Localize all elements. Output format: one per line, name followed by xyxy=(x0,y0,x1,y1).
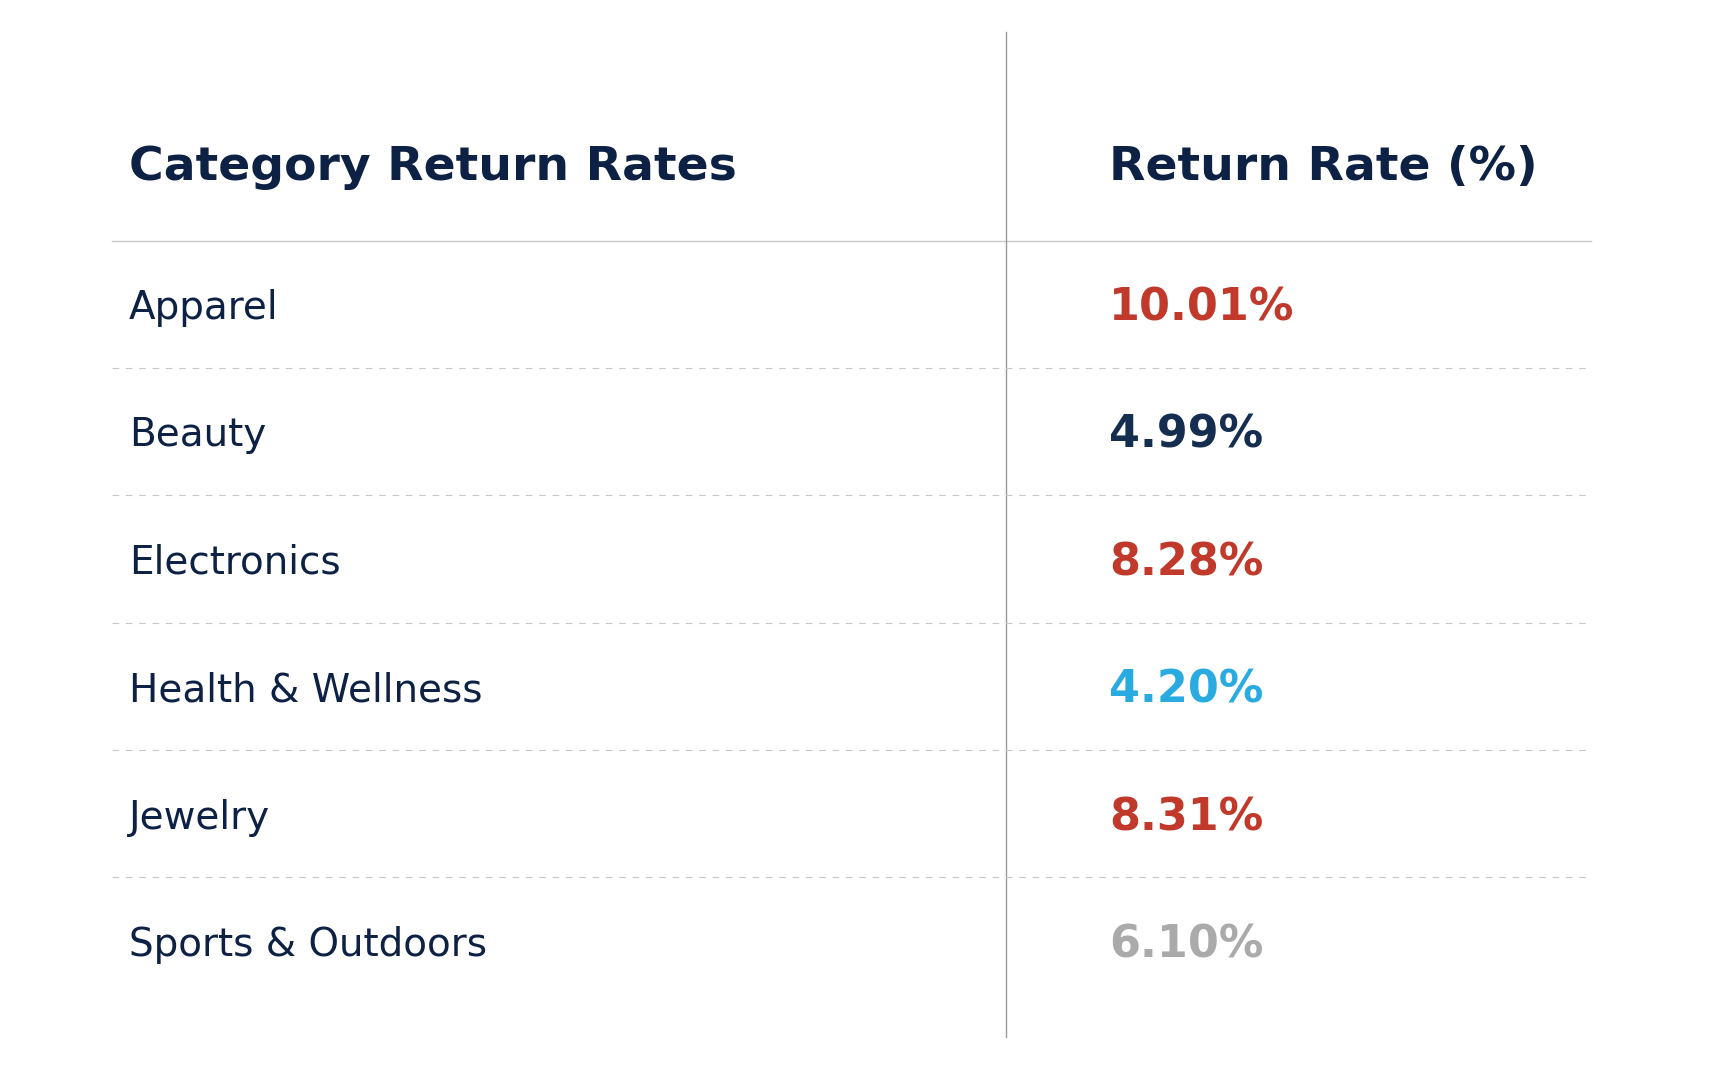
Text: Category Return Rates: Category Return Rates xyxy=(129,145,736,190)
Text: 10.01%: 10.01% xyxy=(1109,286,1295,329)
Text: Return Rate (%): Return Rate (%) xyxy=(1109,145,1538,190)
Text: 8.28%: 8.28% xyxy=(1109,541,1264,584)
Text: 4.20%: 4.20% xyxy=(1109,669,1264,712)
Text: Jewelry: Jewelry xyxy=(129,798,270,837)
Text: 8.31%: 8.31% xyxy=(1109,796,1264,839)
Text: Health & Wellness: Health & Wellness xyxy=(129,671,483,710)
Text: 4.99%: 4.99% xyxy=(1109,414,1264,457)
Text: Beauty: Beauty xyxy=(129,416,267,455)
Text: Apparel: Apparel xyxy=(129,288,279,327)
Text: Sports & Outdoors: Sports & Outdoors xyxy=(129,926,487,964)
Text: Electronics: Electronics xyxy=(129,543,341,582)
Text: 6.10%: 6.10% xyxy=(1109,923,1264,967)
